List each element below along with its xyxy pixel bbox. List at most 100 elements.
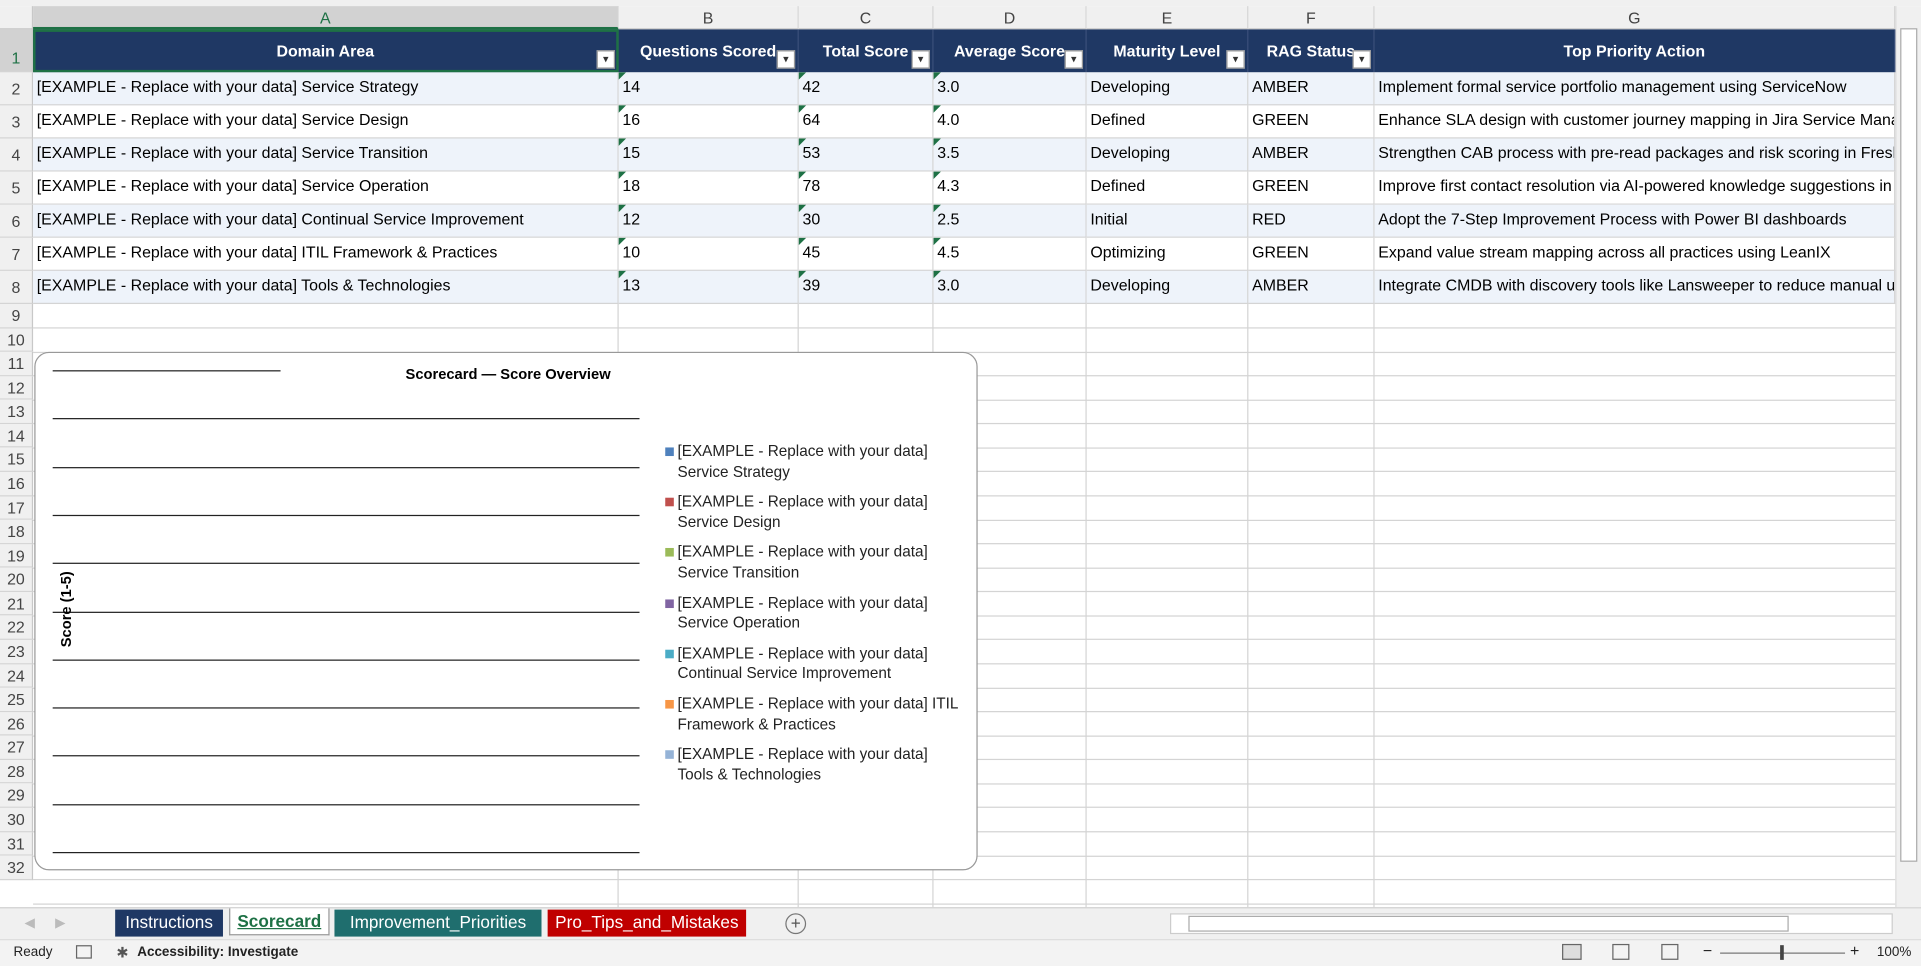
table-cell[interactable]: 30 [798, 204, 934, 238]
row-header[interactable]: 14 [0, 423, 34, 448]
table-cell[interactable]: GREEN [1248, 237, 1375, 271]
column-header[interactable]: G [1374, 6, 1896, 30]
filter-button[interactable]: ▾ [776, 50, 796, 69]
row-header[interactable]: 13 [0, 399, 34, 424]
zoom-level[interactable]: 100% [1876, 945, 1912, 960]
row-header[interactable]: 20 [0, 567, 34, 592]
filter-button[interactable]: ▾ [911, 50, 930, 69]
filter-button[interactable]: ▾ [1226, 50, 1245, 69]
row-header[interactable]: 17 [0, 495, 34, 520]
legend-item[interactable]: [EXAMPLE - Replace with your data] Servi… [665, 593, 959, 637]
sheet-tab[interactable]: Pro_Tips_and_Mistakes [547, 909, 747, 937]
zoom-thumb[interactable] [1780, 945, 1784, 960]
table-cell[interactable]: 3.0 [933, 270, 1087, 305]
table-cell[interactable]: Implement formal service portfolio manag… [1374, 72, 1896, 106]
table-cell[interactable]: [EXAMPLE - Replace with your data] Servi… [33, 171, 619, 205]
row-header[interactable]: 10 [0, 328, 34, 352]
table-cell[interactable]: 10 [618, 237, 799, 271]
table-cell[interactable]: 53 [798, 138, 934, 172]
row-header[interactable]: 32 [0, 855, 34, 880]
header-cell[interactable]: Total Score [799, 29, 934, 73]
row-header[interactable]: 24 [0, 663, 34, 688]
row-header[interactable]: 8 [0, 270, 34, 305]
row-header[interactable]: 26 [0, 711, 34, 736]
table-cell[interactable]: Enhance SLA design with customer journey… [1374, 105, 1896, 139]
table-cell[interactable]: AMBER [1248, 138, 1375, 172]
table-cell[interactable]: 2.5 [933, 204, 1087, 238]
legend-item[interactable]: [EXAMPLE - Replace with your data] Servi… [665, 441, 959, 485]
row-header[interactable]: 27 [0, 735, 34, 760]
add-sheet[interactable]: + [785, 913, 807, 935]
row-header[interactable]: 6 [0, 204, 34, 238]
v-scroll-thumb[interactable] [1900, 28, 1918, 862]
header-cell[interactable]: Questions Scored [619, 29, 799, 73]
row-header[interactable]: 19 [0, 543, 34, 568]
table-cell[interactable]: [EXAMPLE - Replace with your data] Conti… [33, 204, 619, 238]
row-header[interactable]: 15 [0, 447, 34, 472]
table-cell[interactable]: [EXAMPLE - Replace with your data] Servi… [33, 72, 619, 106]
table-cell[interactable]: Optimizing [1086, 237, 1249, 271]
row-header[interactable]: 30 [0, 807, 34, 832]
row-header[interactable]: 22 [0, 615, 34, 640]
table-cell[interactable]: 4.3 [933, 171, 1087, 205]
legend-item[interactable]: [EXAMPLE - Replace with your data] Servi… [665, 542, 959, 586]
row-header[interactable]: 25 [0, 687, 34, 712]
table-cell[interactable]: [EXAMPLE - Replace with your data] ITIL … [33, 237, 619, 271]
row-header[interactable]: 23 [0, 639, 34, 664]
column-header[interactable]: F [1248, 6, 1375, 30]
chart[interactable]: Scorecard — Score Overview Score (1-5) [EX… [34, 351, 978, 871]
table-cell[interactable]: 3.0 [933, 72, 1087, 106]
v-scrollbar[interactable] [1895, 6, 1921, 908]
row-header[interactable]: 11 [0, 351, 34, 376]
table-cell[interactable]: 14 [618, 72, 799, 106]
table-cell[interactable]: 4.5 [933, 237, 1087, 271]
row-header[interactable]: 5 [0, 171, 34, 205]
sheet-tab[interactable]: Instructions [115, 909, 223, 937]
table-cell[interactable]: 15 [618, 138, 799, 172]
table-cell[interactable]: Improve first contact resolution via AI-… [1374, 171, 1896, 205]
column-header[interactable]: E [1086, 6, 1249, 30]
legend-item[interactable]: [EXAMPLE - Replace with your data] Tools… [665, 744, 959, 788]
table-cell[interactable]: 45 [798, 237, 934, 271]
row-header[interactable]: 9 [0, 304, 34, 329]
table-cell[interactable]: Adopt the 7-Step Improvement Process wit… [1374, 204, 1896, 238]
table-cell[interactable]: [EXAMPLE - Replace with your data] Tools… [33, 270, 619, 305]
column-header[interactable]: A [33, 6, 619, 30]
table-cell[interactable]: [EXAMPLE - Replace with your data] Servi… [33, 138, 619, 172]
table-cell[interactable]: Expand value stream mapping across all p… [1374, 237, 1896, 271]
table-cell[interactable]: 13 [618, 270, 799, 305]
page-break-view[interactable] [1661, 943, 1679, 960]
table-cell[interactable]: 3.5 [933, 138, 1087, 172]
filter-button[interactable]: ▾ [1064, 50, 1084, 69]
h-scroll-thumb[interactable] [1188, 915, 1789, 932]
legend-item[interactable]: [EXAMPLE - Replace with your data] ITIL … [665, 694, 959, 738]
row-header[interactable]: 12 [0, 375, 34, 400]
column-header[interactable]: C [798, 6, 934, 30]
table-cell[interactable]: Strengthen CAB process with pre-read pac… [1374, 138, 1896, 172]
table-cell[interactable]: Defined [1086, 171, 1249, 205]
accessibility-status[interactable]: Accessibility: Investigate [137, 945, 299, 960]
row-header[interactable]: 21 [0, 591, 34, 616]
row-header[interactable]: 16 [0, 471, 34, 496]
table-cell[interactable]: AMBER [1248, 72, 1375, 106]
macro-icon[interactable] [75, 945, 92, 959]
column-header[interactable]: B [618, 6, 799, 30]
row-header[interactable]: 1 [0, 29, 34, 73]
table-cell[interactable]: GREEN [1248, 171, 1375, 205]
header-cell[interactable]: Maturity Level [1087, 29, 1249, 73]
header-cell[interactable]: RAG Status [1248, 29, 1375, 73]
row-header[interactable]: 2 [0, 72, 34, 106]
sheet-tab[interactable]: Improvement_Priorities [334, 909, 542, 937]
row-header[interactable]: 31 [0, 831, 34, 856]
table-cell[interactable]: GREEN [1248, 105, 1375, 139]
normal-view[interactable] [1562, 943, 1582, 960]
row-header[interactable]: 18 [0, 519, 34, 544]
zoom-in[interactable]: + [1849, 941, 1860, 960]
table-cell[interactable]: Developing [1086, 72, 1249, 106]
table-cell[interactable]: AMBER [1248, 270, 1375, 305]
table-cell[interactable]: 18 [618, 171, 799, 205]
tab-nav-next[interactable]: ▶ [55, 915, 66, 931]
page-layout-view[interactable] [1612, 943, 1630, 960]
table-cell[interactable]: 12 [618, 204, 799, 238]
legend-item[interactable]: [EXAMPLE - Replace with your data] Conti… [665, 643, 959, 687]
